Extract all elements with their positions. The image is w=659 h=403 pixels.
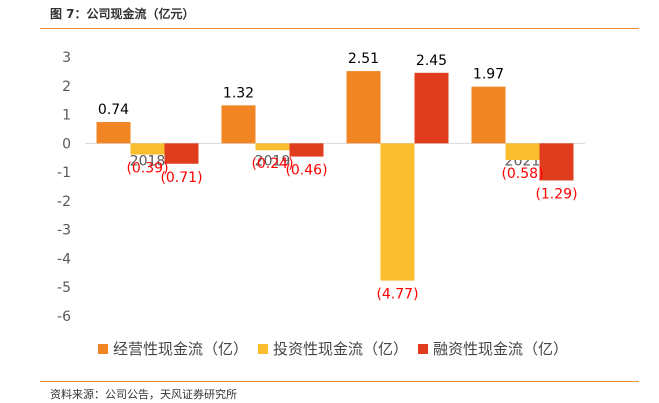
x-tick-label: 2018 [130, 153, 166, 169]
source-note: 资料来源：公司公告，天风证券研究所 [50, 388, 237, 401]
data-label: 2.51 [348, 51, 379, 67]
data-label: 1.32 [223, 85, 254, 101]
bar-series-1 [471, 86, 506, 144]
bar-series-1 [221, 105, 256, 144]
bar-series-1 [346, 71, 381, 144]
data-label: (0.58) [501, 166, 543, 182]
y-tick-label: -6 [57, 309, 71, 325]
y-tick-label: -1 [57, 165, 71, 181]
legend-label-financing: 融资性现金流（亿） [433, 340, 569, 358]
legend-swatch-financing [418, 343, 428, 354]
bottom-rule [40, 381, 639, 382]
data-label: (0.71) [160, 170, 202, 186]
y-tick-label: 0 [62, 136, 71, 152]
bar-series-2 [255, 143, 290, 151]
bar-series-2 [130, 143, 165, 155]
legend-item-investing: 投资性现金流（亿） [258, 338, 408, 359]
bar-series-3 [414, 72, 449, 144]
legend-label-operating: 经营性现金流（亿） [113, 340, 249, 358]
bar-series-3 [289, 143, 324, 157]
data-label: (0.39) [126, 161, 168, 177]
figure-title: 图 7：公司现金流（亿元） [50, 7, 195, 21]
cash-flow-chart: 3210-1-2-3-4-5-620182019202020210.741.32… [57, 50, 585, 325]
data-label: (0.46) [285, 163, 327, 179]
chart-legend: 经营性现金流（亿） 投资性现金流（亿） 融资性现金流（亿） [0, 338, 659, 358]
legend-swatch-operating [98, 343, 108, 354]
bar-series-3 [164, 143, 199, 164]
top-rule [40, 28, 639, 29]
bar-series-2 [380, 143, 415, 281]
legend-item-operating: 经营性现金流（亿） [98, 338, 248, 359]
y-tick-label: -2 [57, 194, 71, 210]
bar-series-1 [96, 122, 131, 144]
y-tick-label: -3 [57, 223, 71, 239]
x-tick-label: 2019 [255, 153, 291, 169]
data-label: (4.77) [376, 287, 418, 303]
legend-item-financing: 融资性现金流（亿） [418, 338, 568, 359]
data-label: (0.24) [251, 156, 293, 172]
data-label: 2.45 [416, 53, 447, 69]
data-label: 1.97 [473, 67, 504, 83]
data-label: (1.29) [535, 186, 577, 202]
legend-swatch-investing [258, 343, 268, 354]
legend-label-investing: 投资性现金流（亿） [273, 340, 409, 358]
data-label: 0.74 [98, 102, 129, 118]
y-tick-label: 3 [62, 50, 71, 66]
y-tick-label: -4 [57, 251, 71, 267]
y-tick-label: -5 [57, 280, 71, 296]
y-tick-label: 1 [62, 108, 71, 124]
bar-series-3 [539, 143, 574, 181]
y-tick-label: 2 [62, 79, 71, 95]
bar-series-2 [505, 143, 540, 161]
